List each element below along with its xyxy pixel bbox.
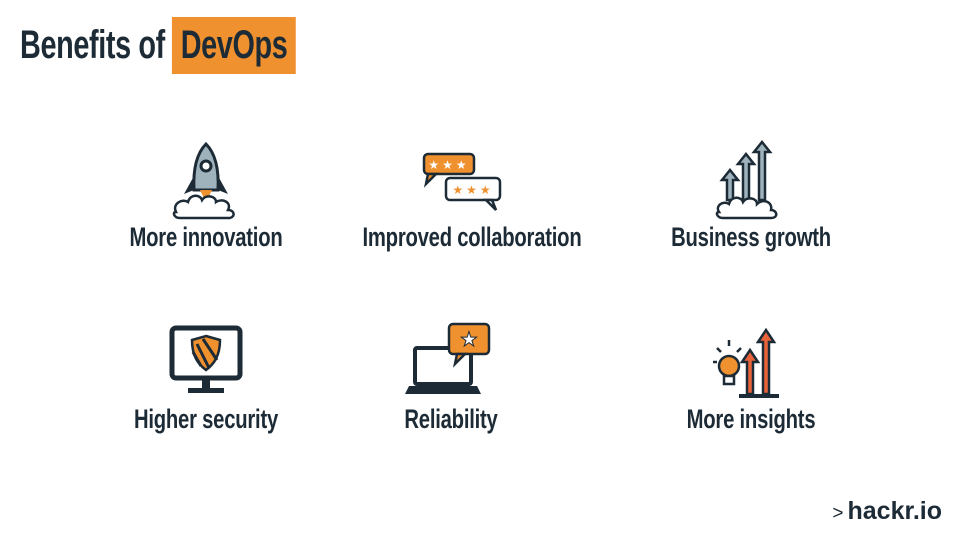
benefit-more-innovation: More innovation: [76, 140, 336, 253]
benefit-label: Higher security: [133, 404, 279, 434]
benefit-label: Business growth: [671, 222, 831, 252]
svg-text:★★★: ★★★: [452, 183, 493, 197]
benefit-reliability: ★ Reliability: [321, 322, 581, 435]
benefit-more-insights: More insights: [621, 322, 881, 435]
benefit-higher-security: Higher security: [76, 322, 336, 435]
benefit-business-growth: Business growth: [621, 140, 881, 253]
shield-monitor-icon: [169, 325, 243, 393]
svg-text:★★★: ★★★: [428, 158, 469, 172]
growth-arrows-icon: [715, 140, 778, 220]
rocket-icon: [172, 141, 235, 220]
benefit-label: More innovation: [129, 222, 283, 252]
lightbulb-chart-icon: [713, 327, 779, 398]
benefit-improved-collaboration: ★★★ ★★★ Improved collaboration: [330, 140, 590, 253]
benefit-label: Improved collaboration: [362, 222, 582, 252]
logo-caret: >: [832, 503, 844, 524]
benefit-label: Reliability: [404, 404, 498, 434]
title-text: Benefits of: [20, 23, 165, 67]
logo-text: hackr.io: [847, 497, 943, 525]
benefit-label: More insights: [686, 404, 816, 434]
page-title: Benefits of DevOps: [20, 14, 297, 77]
chat-ratings-icon: ★★★ ★★★: [422, 152, 502, 211]
title-highlight: DevOps: [172, 17, 297, 74]
laptop-star-icon: ★: [405, 322, 491, 394]
svg-text:★: ★: [460, 327, 478, 351]
hackr-logo: > hackr.io: [832, 497, 942, 526]
